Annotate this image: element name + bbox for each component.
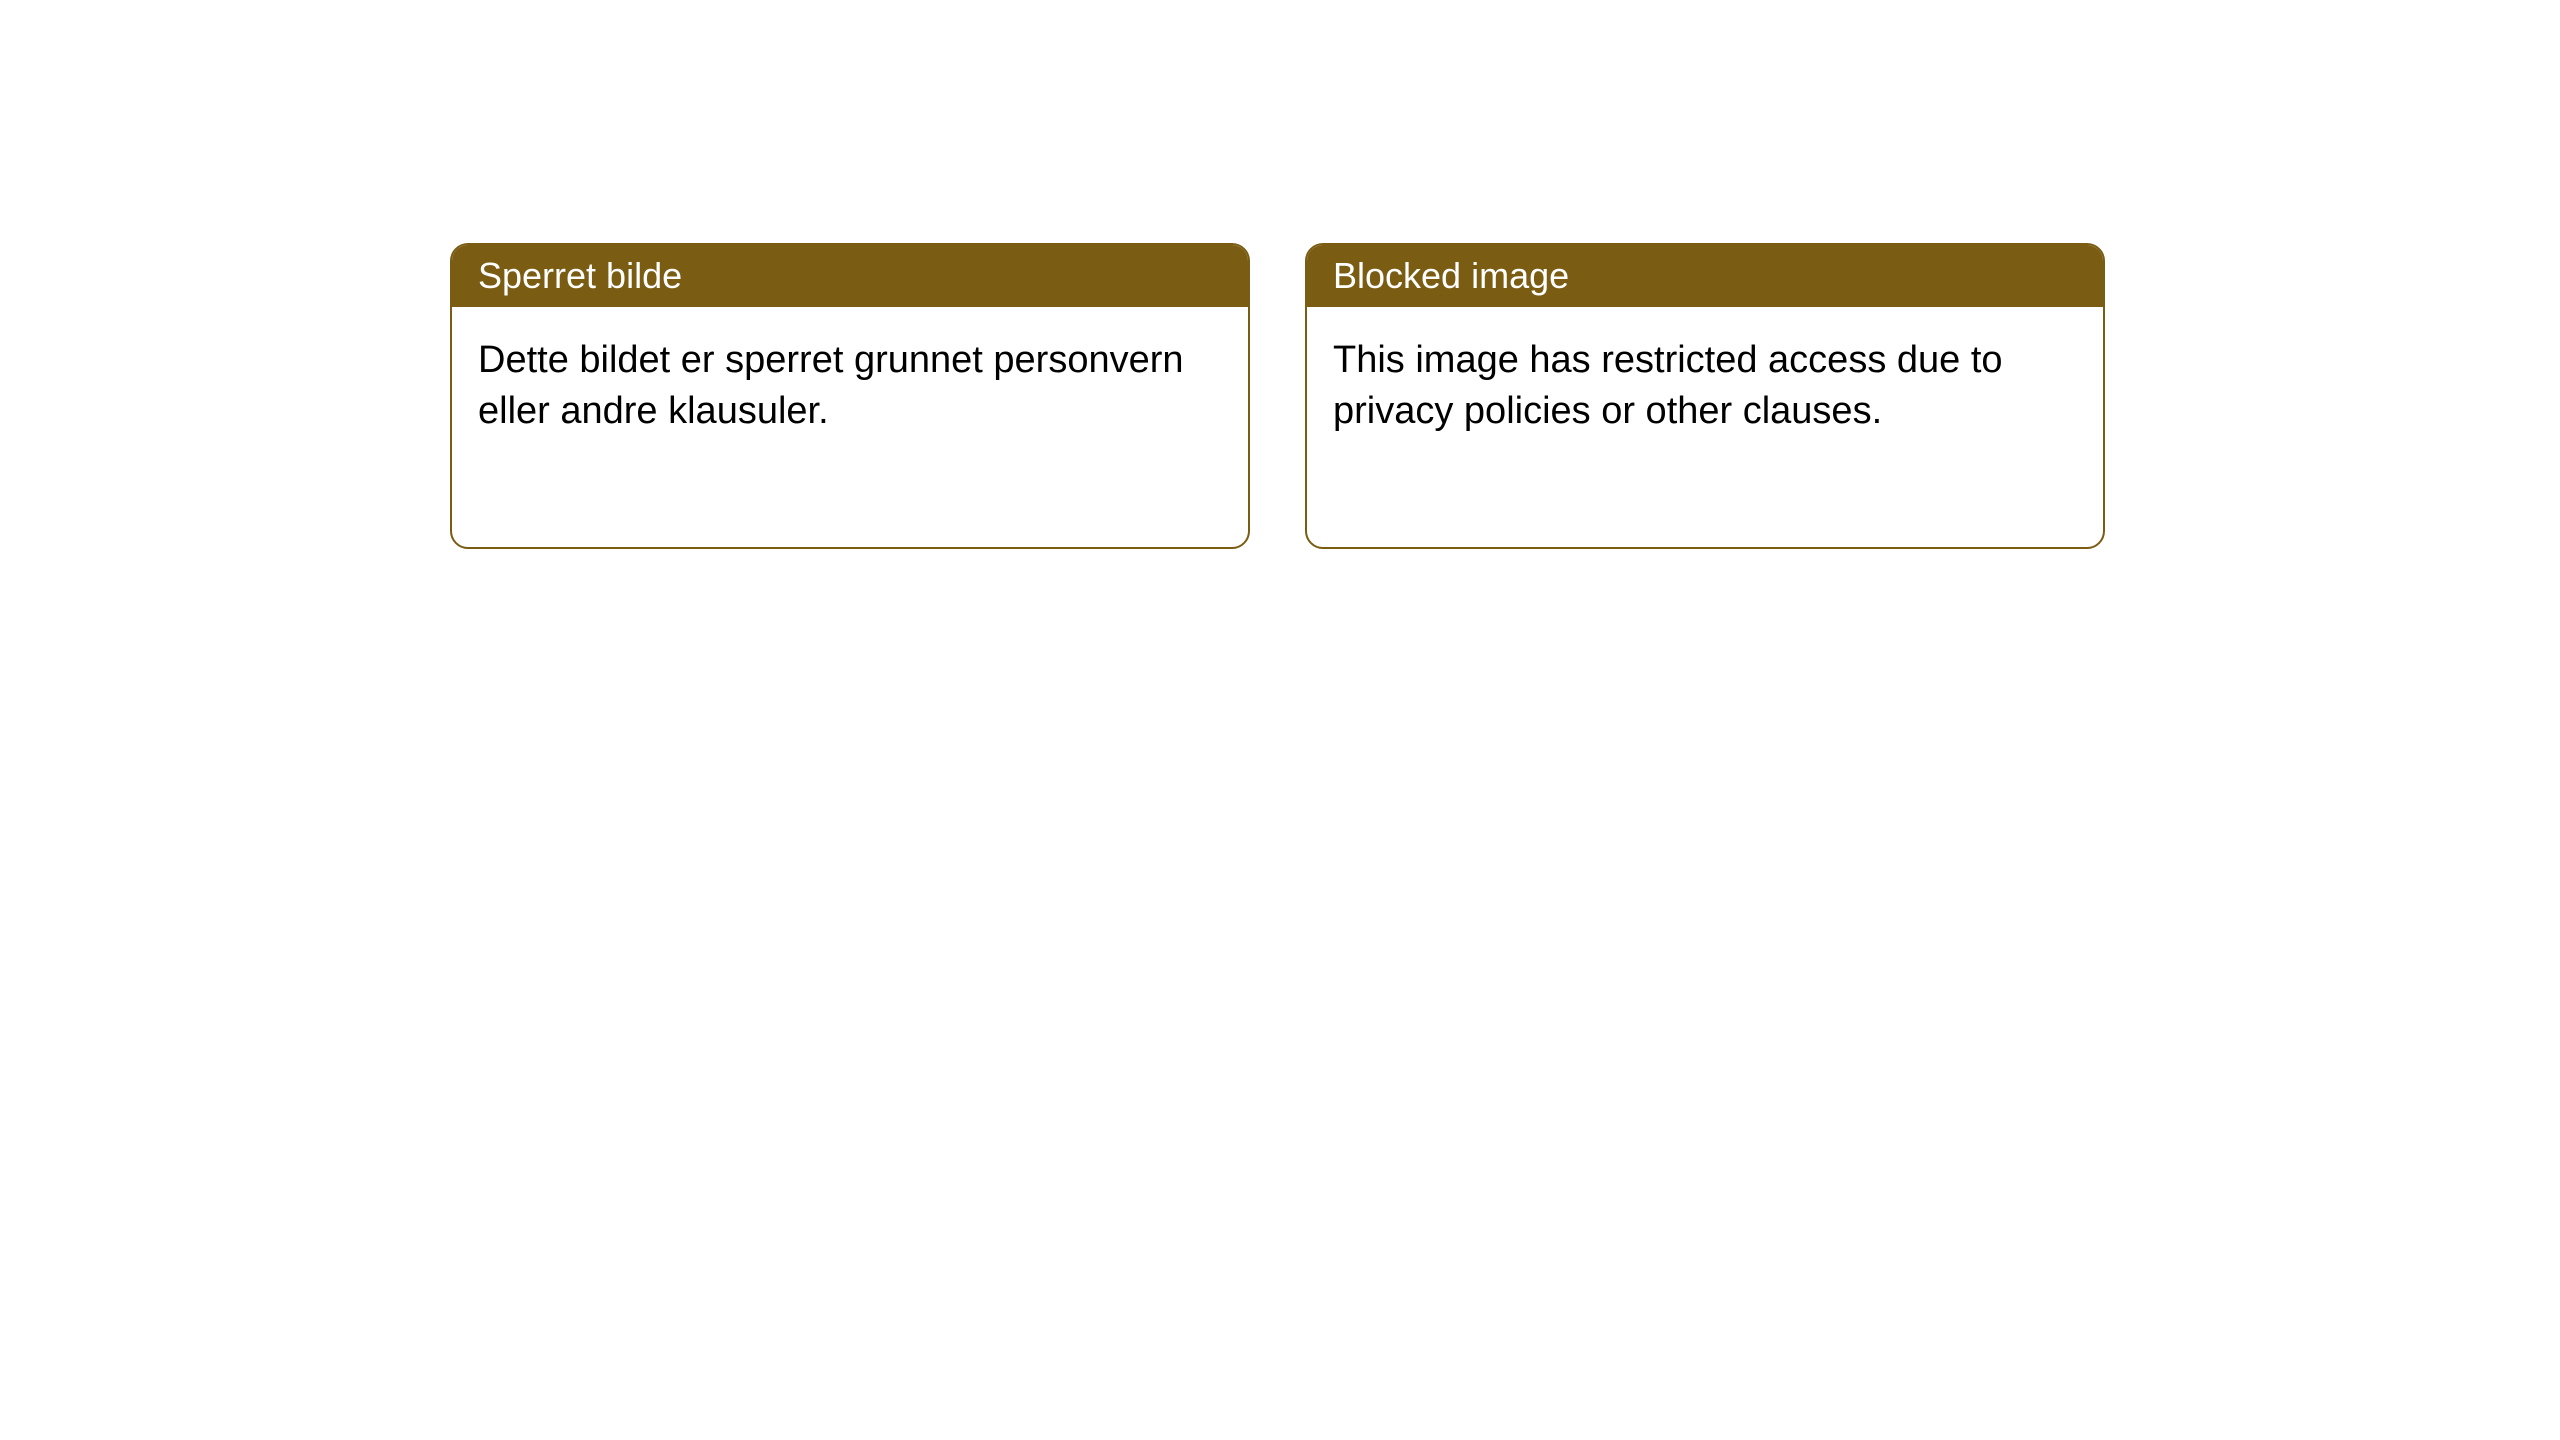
notice-container: Sperret bilde Dette bildet er sperret gr… bbox=[450, 243, 2105, 549]
notice-title: Sperret bilde bbox=[478, 255, 682, 296]
notice-body: Dette bildet er sperret grunnet personve… bbox=[452, 307, 1248, 547]
notice-header: Blocked image bbox=[1307, 245, 2103, 307]
notice-body: This image has restricted access due to … bbox=[1307, 307, 2103, 547]
notice-header: Sperret bilde bbox=[452, 245, 1248, 307]
notice-title: Blocked image bbox=[1333, 255, 1569, 296]
notice-card-english: Blocked image This image has restricted … bbox=[1305, 243, 2105, 549]
notice-text: Dette bildet er sperret grunnet personve… bbox=[478, 339, 1184, 432]
notice-text: This image has restricted access due to … bbox=[1333, 339, 2003, 432]
notice-card-norwegian: Sperret bilde Dette bildet er sperret gr… bbox=[450, 243, 1250, 549]
